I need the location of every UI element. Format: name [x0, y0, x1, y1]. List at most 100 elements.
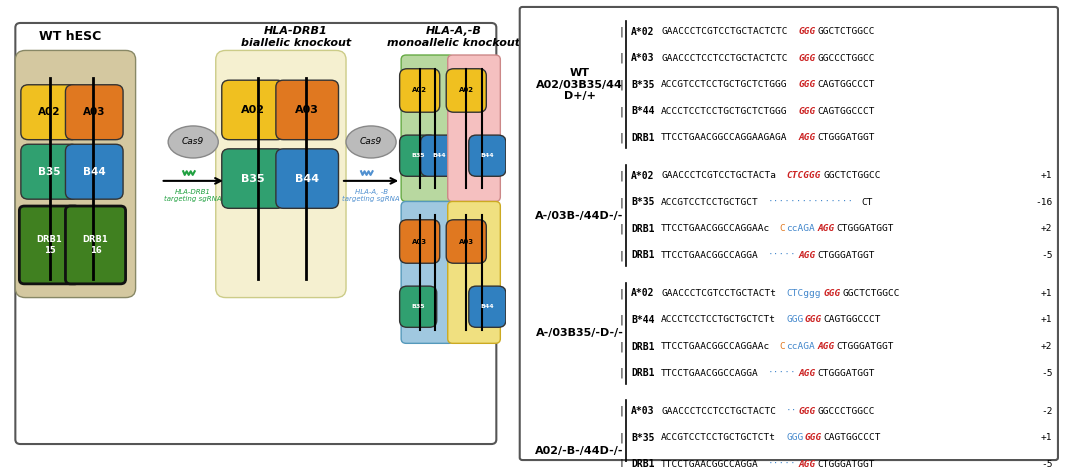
Text: ··: ·· — [786, 407, 797, 416]
Text: CTGGGATGGT: CTGGGATGGT — [818, 460, 875, 467]
Text: |: | — [618, 197, 624, 208]
Text: ACCCTCCTCCTGCTGCTCTGGG: ACCCTCCTCCTGCTGCTCTGGG — [661, 107, 788, 116]
Text: AGG: AGG — [798, 134, 815, 142]
Text: ACCGTCCTCCTGCTGCTCTt: ACCGTCCTCCTGCTGCTCTt — [661, 433, 776, 442]
Text: B*44: B*44 — [631, 106, 655, 116]
Text: ACCCTCCTCCTGCTGCTCTt: ACCCTCCTCCTGCTGCTCTt — [661, 316, 776, 325]
Text: DRB1: DRB1 — [631, 341, 655, 352]
Text: |: | — [618, 315, 624, 325]
Text: GAACCCTCGTCCTGCTACTCTC: GAACCCTCGTCCTGCTACTCTC — [661, 27, 788, 36]
Text: GGCTCTGGCC: GGCTCTGGCC — [842, 289, 900, 298]
Text: A-/03B35/-D-/-: A-/03B35/-D-/- — [535, 328, 624, 338]
FancyBboxPatch shape — [215, 50, 346, 297]
Text: B35: B35 — [241, 174, 264, 184]
Text: CTCGGG: CTCGGG — [786, 171, 821, 180]
Text: CAGTGGCCCT: CAGTGGCCCT — [824, 316, 882, 325]
Text: AGG: AGG — [818, 225, 835, 234]
Ellipse shape — [346, 126, 397, 158]
Text: A03: A03 — [458, 239, 473, 245]
FancyBboxPatch shape — [222, 80, 285, 140]
FancyBboxPatch shape — [400, 135, 437, 177]
FancyBboxPatch shape — [222, 149, 285, 208]
Text: CAGTGGCCCT: CAGTGGCCCT — [818, 107, 875, 116]
Text: A*02: A*02 — [631, 289, 655, 298]
Text: HLA-DRB1
targeting sgRNA: HLA-DRB1 targeting sgRNA — [164, 189, 222, 202]
Text: DRB1
15: DRB1 15 — [36, 235, 62, 255]
Text: |: | — [618, 106, 624, 117]
Text: GGG: GGG — [798, 107, 815, 116]
Text: +2: +2 — [1041, 342, 1052, 351]
Text: B44: B44 — [481, 153, 495, 158]
Text: HLA-A,-B
monoallelic knockout: HLA-A,-B monoallelic knockout — [387, 26, 520, 48]
FancyBboxPatch shape — [401, 55, 454, 201]
Text: ···············: ··············· — [768, 198, 854, 207]
FancyBboxPatch shape — [15, 23, 497, 444]
Text: TTCCTGAACGGCCAGGA: TTCCTGAACGGCCAGGA — [661, 368, 759, 378]
Text: |: | — [618, 224, 624, 234]
Text: A*03: A*03 — [631, 406, 655, 416]
Text: B*35: B*35 — [631, 80, 655, 90]
Text: A*03: A*03 — [631, 53, 655, 63]
Text: CAGTGGCCCT: CAGTGGCCCT — [818, 80, 875, 89]
FancyBboxPatch shape — [469, 286, 506, 327]
Text: AGG: AGG — [798, 460, 815, 467]
Text: ccAGA: ccAGA — [786, 342, 814, 351]
FancyBboxPatch shape — [469, 135, 506, 177]
Ellipse shape — [168, 126, 219, 158]
Text: |: | — [618, 53, 624, 64]
Text: +1: +1 — [1041, 171, 1052, 180]
Text: C: C — [780, 225, 786, 234]
FancyBboxPatch shape — [448, 201, 500, 343]
Text: GGG: GGG — [805, 433, 822, 442]
FancyBboxPatch shape — [421, 135, 457, 177]
FancyBboxPatch shape — [447, 69, 486, 112]
Text: |: | — [618, 368, 624, 378]
Text: GAACCCTCCTCCTGCTACTC: GAACCCTCCTCCTGCTACTC — [661, 407, 776, 416]
Text: TTCCTGAACGGCCAGGAAc: TTCCTGAACGGCCAGGAAc — [661, 342, 771, 351]
FancyBboxPatch shape — [400, 69, 439, 112]
Text: C: C — [780, 342, 786, 351]
Text: GGG: GGG — [805, 316, 822, 325]
Text: DRB1: DRB1 — [631, 368, 655, 378]
Text: WT hESC: WT hESC — [39, 30, 101, 43]
Text: DRB1: DRB1 — [631, 459, 655, 467]
Text: +1: +1 — [1041, 289, 1052, 298]
Text: |: | — [618, 341, 624, 352]
Text: |: | — [618, 170, 624, 181]
Text: GGG: GGG — [798, 54, 815, 63]
Text: HLA-A, -B
targeting sgRNA: HLA-A, -B targeting sgRNA — [342, 189, 400, 202]
Text: DRB1
16: DRB1 16 — [83, 235, 109, 255]
Text: GGG: GGG — [786, 433, 804, 442]
Text: A02: A02 — [38, 107, 61, 117]
Text: A*02: A*02 — [631, 171, 655, 181]
Text: ACCGTCCTCCTGCTGCTCTGGG: ACCGTCCTCCTGCTGCTCTGGG — [661, 80, 788, 89]
Text: GAACCCTCGTCCTGCTACTa: GAACCCTCGTCCTGCTACTa — [661, 171, 776, 180]
FancyBboxPatch shape — [15, 50, 135, 297]
Text: AGG: AGG — [798, 251, 815, 260]
Text: ·····: ····· — [768, 251, 796, 260]
Text: WT
A02/03B35/44
D+/+: WT A02/03B35/44 D+/+ — [536, 68, 623, 101]
Text: |: | — [618, 79, 624, 90]
Text: CTGGGATGGT: CTGGGATGGT — [836, 342, 893, 351]
Text: DRB1: DRB1 — [631, 250, 655, 261]
Text: GAACCCTCCTCCTGCTACTCTC: GAACCCTCCTCCTGCTACTCTC — [661, 54, 788, 63]
Text: GGCCCTGGCC: GGCCCTGGCC — [818, 407, 875, 416]
Text: B35: B35 — [38, 167, 61, 177]
FancyBboxPatch shape — [65, 144, 123, 199]
Text: DRB1: DRB1 — [631, 133, 655, 143]
FancyBboxPatch shape — [65, 85, 123, 140]
Text: A02/-B-/44D-/-: A02/-B-/44D-/- — [535, 446, 624, 456]
FancyBboxPatch shape — [400, 220, 439, 263]
Text: B44: B44 — [83, 167, 106, 177]
Text: GGG: GGG — [798, 407, 815, 416]
Text: AGG: AGG — [798, 368, 815, 378]
Text: -2: -2 — [1041, 407, 1052, 416]
Text: CTGGGATGGT: CTGGGATGGT — [818, 251, 875, 260]
Text: TTCCTGAACGGCCAGGAAc: TTCCTGAACGGCCAGGAAc — [661, 225, 771, 234]
Text: B*35: B*35 — [631, 432, 655, 443]
FancyBboxPatch shape — [276, 80, 339, 140]
Text: B*35: B*35 — [631, 198, 655, 207]
FancyBboxPatch shape — [401, 201, 454, 343]
Text: |: | — [618, 459, 624, 467]
Text: GGCCCTGGCC: GGCCCTGGCC — [818, 54, 875, 63]
